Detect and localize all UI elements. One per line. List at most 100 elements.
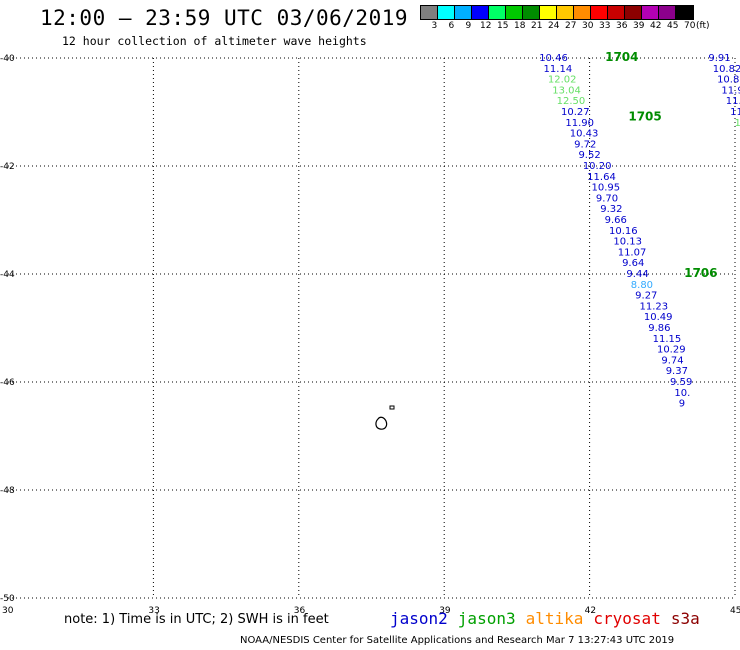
swh-value: 8.80 — [631, 280, 653, 291]
satellite-jason2: jason2 — [390, 609, 448, 628]
island-outline — [375, 416, 388, 430]
swh-value: 10.86 — [717, 75, 740, 86]
swh-values: 10.4611.1412.0213.0412.5010.2711.9010.43… — [539, 53, 740, 410]
swh-color-legend: 3 6 9 12 15 18 21 24 27 30 33 36 39 42 45 70 (ft) — [420, 5, 710, 32]
legend-label: 18 — [514, 21, 526, 31]
chart-title: 12:00 – 23:59 UTC 03/06/2019 — [40, 6, 409, 30]
grid-lines — [8, 57, 735, 599]
legend-labels: 3 6 9 12 15 18 21 24 27 30 33 36 39 42 45 70 (ft) — [420, 20, 710, 32]
legend-label: 9 — [465, 21, 472, 31]
y-tick-label: -42 — [0, 162, 15, 172]
swh-value: 10.46 — [539, 53, 568, 64]
swh-value: 11.64 — [587, 172, 616, 183]
swh-value: 11.98 — [721, 85, 740, 96]
legend-label: (ft) — [696, 21, 710, 31]
swh-value: 9.70 — [596, 193, 618, 204]
y-tick-label: -50 — [0, 594, 15, 604]
legend-swatch — [557, 6, 574, 19]
time-label: 1706 — [684, 266, 717, 280]
y-tick-label: -48 — [0, 486, 15, 496]
legend-swatch — [472, 6, 489, 19]
legend-label: 12 — [480, 21, 492, 31]
swh-value: 9.74 — [661, 355, 683, 366]
time-labels: 1704 1705 1706 — [605, 50, 717, 280]
x-tick-label: 36 — [294, 606, 306, 616]
swh-value: 9.27 — [635, 291, 657, 302]
swh-value: 10. — [674, 388, 690, 399]
footer-note: note: 1) Time is in UTC; 2) SWH is in fe… — [64, 612, 329, 627]
legend-swatch — [574, 6, 591, 19]
time-label: 1704 — [605, 50, 638, 64]
swh-value: 10.29 — [657, 345, 686, 356]
legend-swatch — [659, 6, 676, 19]
swh-value: 10.49 — [644, 312, 673, 323]
axis-tick-labels: 30 33 36 39 42 45 -40 -42 -44 -46 -48 -50 — [0, 54, 740, 616]
legend-swatch — [676, 6, 693, 19]
swh-value: 10.27 — [561, 107, 590, 118]
legend-swatch — [523, 6, 540, 19]
time-label: 1705 — [628, 109, 661, 123]
satellite-s3a: s3a — [670, 609, 700, 628]
swh-value: 11. — [730, 107, 740, 118]
legend-swatch — [642, 6, 659, 19]
legend-label: 27 — [565, 21, 577, 31]
legend-label: 24 — [548, 21, 560, 31]
x-tick-label: 33 — [148, 606, 159, 616]
x-tick-label: 45 — [730, 606, 740, 616]
legend-swatch — [625, 6, 642, 19]
swh-value: 10.20 — [583, 161, 612, 172]
legend-swatch — [506, 6, 523, 19]
swh-value: 11 — [739, 129, 740, 140]
legend-label: 39 — [633, 21, 645, 31]
swh-value: 12.50 — [557, 96, 586, 107]
swh-value: 9.52 — [578, 150, 600, 161]
swh-value: 10.13 — [613, 237, 642, 248]
swh-value: 11.9 — [726, 96, 740, 107]
swh-value: 9.91 — [708, 53, 730, 64]
x-tick-label: 42 — [585, 606, 596, 616]
island-outlines — [375, 405, 395, 430]
swh-value: 9.86 — [648, 323, 670, 334]
legend-swatch — [489, 6, 506, 19]
swh-value: 12.02 — [548, 75, 577, 86]
y-tick-label: -40 — [0, 54, 15, 64]
legend-label: 30 — [582, 21, 594, 31]
legend-swatch — [421, 6, 438, 19]
swh-value: 10.16 — [609, 226, 638, 237]
legend-label: 33 — [599, 21, 611, 31]
legend-label: 36 — [616, 21, 628, 31]
islet-outline — [389, 405, 395, 410]
legend-swatch — [540, 6, 557, 19]
y-tick-label: -46 — [0, 378, 15, 388]
satellite-cryosat: cryosat — [593, 609, 661, 628]
satellite-altika: altika — [525, 609, 584, 628]
swh-value: 9.37 — [666, 366, 688, 377]
legend-swatches — [420, 5, 694, 20]
swh-value: 9.64 — [622, 258, 644, 269]
swh-value: 11.23 — [640, 301, 669, 312]
legend-swatch — [438, 6, 455, 19]
legend-label: 3 — [431, 21, 438, 31]
swh-value: 9 — [679, 399, 685, 410]
satellite-jason3: jason3 — [457, 609, 516, 628]
swh-value: 9.72 — [574, 139, 596, 150]
legend-swatch — [608, 6, 625, 19]
swh-value: 13.04 — [552, 85, 581, 96]
y-tick-label: -44 — [0, 270, 15, 280]
x-tick-label: 39 — [439, 606, 451, 616]
footer-credit: NOAA/NESDIS Center for Satellite Applica… — [240, 635, 675, 646]
swh-value: 9.66 — [605, 215, 627, 226]
swh-value: 11.15 — [653, 334, 682, 345]
legend-label: 42 — [650, 21, 662, 31]
x-tick-label: 30 — [2, 606, 14, 616]
swh-value: 11.90 — [565, 118, 594, 129]
swh-value: 11.07 — [618, 247, 647, 258]
swh-value: 10.82 — [713, 64, 740, 75]
satellite-legend: jason2 jason3 altika cryosat s3a — [390, 609, 710, 628]
legend-swatch — [591, 6, 608, 19]
legend-label: 21 — [531, 21, 543, 31]
legend-label: 6 — [448, 21, 455, 31]
swh-value: 9.44 — [626, 269, 648, 280]
chart-subtitle: 12 hour collection of altimeter wave hei… — [62, 34, 367, 48]
